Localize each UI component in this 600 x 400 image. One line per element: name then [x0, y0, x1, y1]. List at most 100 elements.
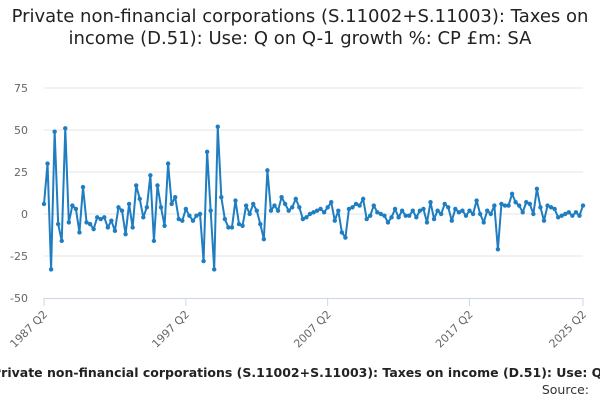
data-point[interactable] [144, 205, 150, 210]
data-point[interactable] [119, 208, 125, 213]
data-point[interactable] [261, 237, 267, 242]
data-point[interactable] [435, 208, 440, 213]
data-point[interactable] [410, 208, 415, 213]
data-point[interactable] [570, 213, 575, 218]
data-point[interactable] [162, 223, 167, 228]
data-point[interactable] [130, 225, 135, 230]
data-point[interactable] [421, 206, 426, 212]
data-point[interactable] [112, 228, 118, 233]
data-point[interactable] [155, 183, 160, 188]
data-point[interactable] [293, 196, 298, 202]
data-point[interactable] [414, 215, 419, 220]
data-point[interactable] [275, 208, 281, 213]
data-point[interactable] [332, 218, 337, 223]
data-point[interactable] [446, 205, 451, 210]
data-point[interactable] [336, 208, 341, 213]
data-point[interactable] [463, 213, 469, 218]
data-point[interactable] [573, 210, 579, 215]
data-point[interactable] [424, 220, 430, 225]
data-point[interactable] [247, 211, 252, 217]
data-point[interactable] [102, 215, 107, 220]
data-point[interactable] [70, 203, 75, 208]
data-point[interactable] [52, 129, 57, 134]
data-point[interactable] [59, 238, 64, 244]
data-point[interactable] [396, 215, 401, 220]
data-point[interactable] [460, 208, 465, 213]
data-point[interactable] [109, 218, 114, 223]
data-point[interactable] [240, 223, 245, 228]
data-point[interactable] [527, 201, 533, 207]
data-point[interactable] [559, 213, 564, 218]
data-point[interactable] [378, 211, 384, 217]
data-point[interactable] [485, 208, 490, 213]
data-point[interactable] [297, 205, 302, 210]
data-point[interactable] [321, 210, 327, 215]
data-point[interactable] [173, 195, 178, 200]
data-point[interactable] [318, 206, 323, 212]
data-point[interactable] [169, 201, 174, 207]
data-point[interactable] [502, 203, 508, 208]
data-point[interactable] [580, 203, 586, 208]
data-point[interactable] [272, 203, 277, 208]
data-point[interactable] [300, 216, 306, 222]
data-point[interactable] [45, 161, 50, 166]
data-point[interactable] [360, 196, 366, 202]
data-point[interactable] [389, 215, 394, 220]
data-point[interactable] [282, 201, 288, 207]
data-point[interactable] [339, 230, 345, 235]
data-point[interactable] [428, 200, 433, 205]
data-point[interactable] [538, 205, 543, 210]
data-point[interactable] [133, 183, 139, 188]
data-point[interactable] [229, 225, 235, 230]
data-point[interactable] [219, 195, 224, 200]
data-point[interactable] [350, 205, 355, 210]
data-point[interactable] [141, 215, 146, 220]
data-point[interactable] [346, 206, 352, 212]
data-point[interactable] [477, 211, 483, 217]
data-point[interactable] [467, 208, 472, 213]
data-point[interactable] [488, 211, 494, 217]
data-point[interactable] [41, 201, 47, 207]
data-point[interactable] [116, 205, 121, 210]
data-point[interactable] [555, 215, 561, 220]
data-point[interactable] [87, 221, 93, 227]
data-point[interactable] [492, 203, 497, 208]
data-point[interactable] [180, 218, 185, 223]
data-point[interactable] [190, 218, 196, 223]
data-point[interactable] [470, 211, 476, 217]
data-point[interactable] [236, 221, 242, 227]
data-point[interactable] [307, 211, 313, 217]
data-point[interactable] [55, 221, 61, 227]
data-point[interactable] [456, 210, 462, 215]
data-point[interactable] [254, 208, 259, 213]
data-point[interactable] [403, 213, 408, 218]
data-point[interactable] [158, 205, 164, 210]
data-point[interactable] [286, 208, 291, 213]
data-point[interactable] [524, 200, 529, 205]
data-point[interactable] [73, 206, 79, 212]
data-point[interactable] [258, 221, 263, 227]
data-point[interactable] [314, 208, 320, 213]
data-point[interactable] [343, 235, 348, 240]
data-point[interactable] [66, 220, 72, 225]
data-point[interactable] [226, 225, 231, 230]
data-point[interactable] [325, 205, 330, 210]
data-point[interactable] [499, 201, 504, 207]
data-point[interactable] [268, 208, 274, 213]
data-point[interactable] [407, 213, 412, 218]
data-point[interactable] [442, 201, 447, 207]
data-point[interactable] [453, 206, 458, 212]
data-point[interactable] [183, 206, 189, 212]
data-point[interactable] [94, 215, 100, 220]
data-point[interactable] [91, 226, 96, 232]
data-point[interactable] [148, 173, 153, 178]
data-point[interactable] [222, 216, 228, 222]
data-point[interactable] [474, 198, 479, 203]
data-point[interactable] [329, 200, 334, 205]
data-point[interactable] [385, 220, 391, 225]
data-point[interactable] [552, 206, 557, 212]
data-point[interactable] [417, 208, 423, 213]
data-point[interactable] [98, 216, 103, 222]
data-point[interactable] [371, 203, 376, 208]
data-point[interactable] [495, 247, 501, 252]
